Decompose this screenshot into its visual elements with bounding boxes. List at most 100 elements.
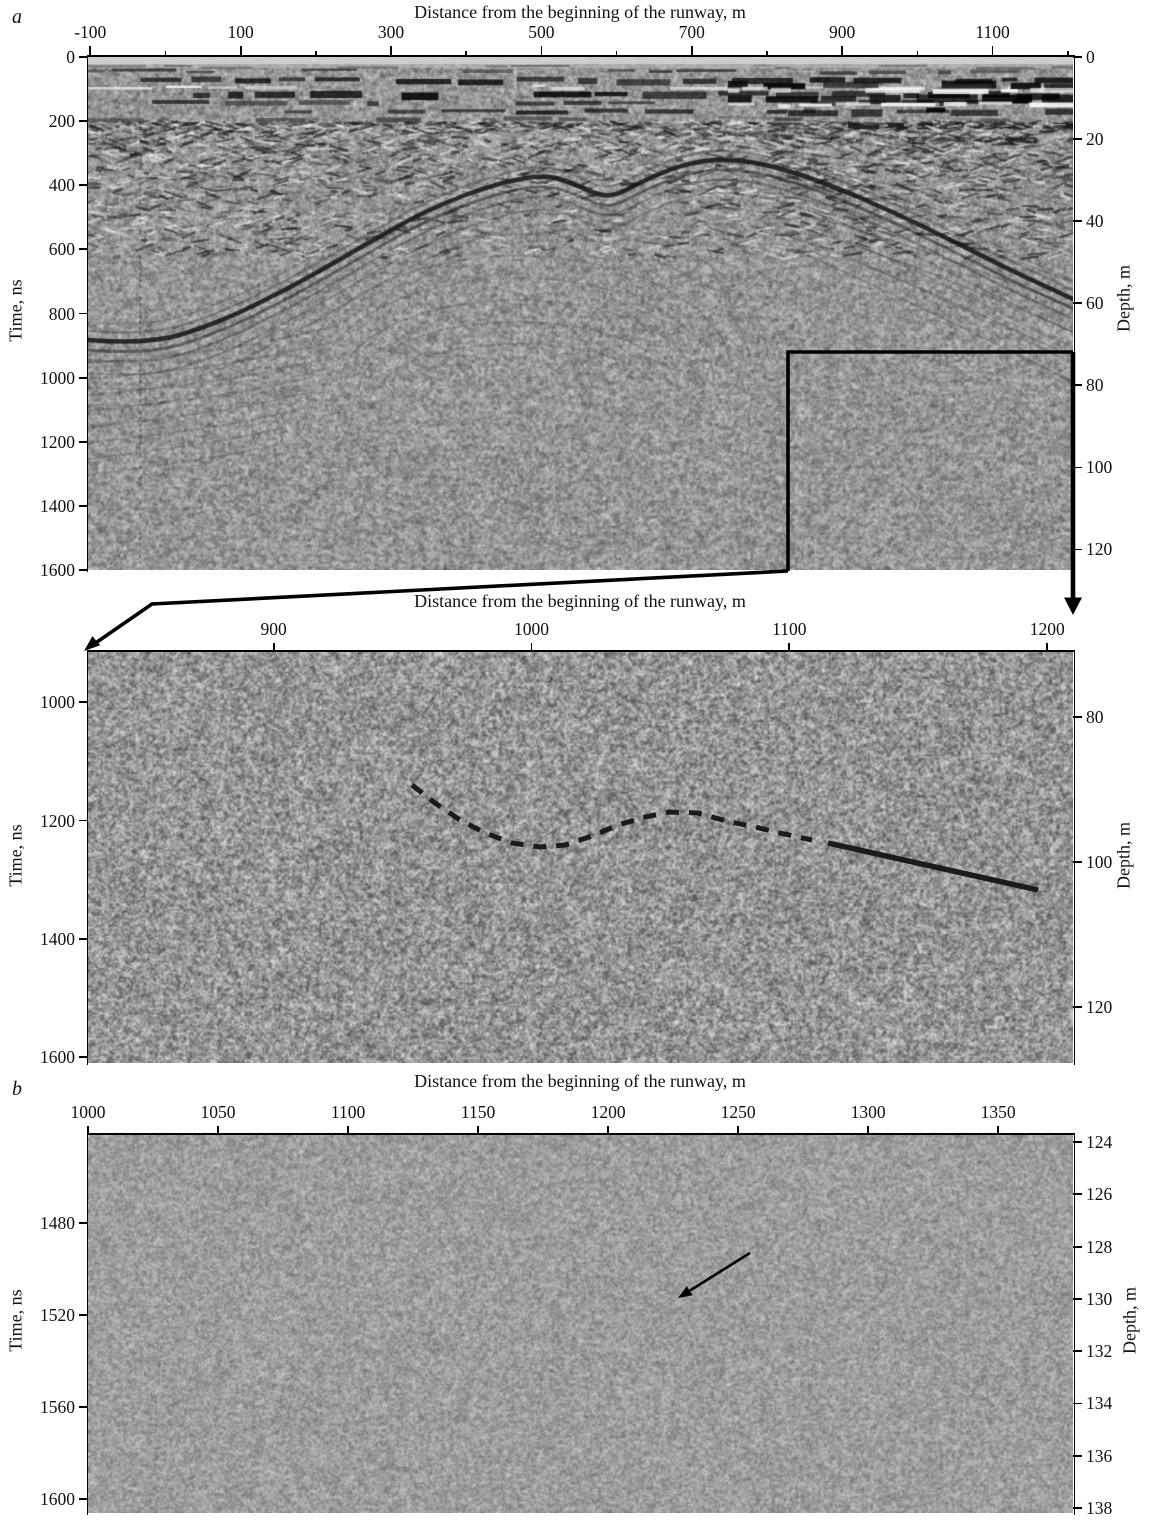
x-tick-mark	[87, 1126, 89, 1135]
depth-tick-label: 60	[1086, 293, 1150, 313]
radargram-a-canvas	[88, 57, 1073, 570]
time-tick-label: 1000	[3, 368, 75, 388]
x-tick-label: 1000	[43, 1102, 133, 1122]
time-tick-mark	[79, 313, 88, 315]
panel-a-x-axis-title: Distance from the beginning of the runwa…	[230, 2, 930, 23]
down-arrowhead-icon	[1064, 598, 1082, 616]
depth-tick-label: 124	[1086, 1132, 1150, 1152]
depth-tick-mark	[1073, 302, 1082, 304]
depth-tick-label: 0	[1086, 47, 1150, 67]
x-minor-tick-mark	[766, 51, 768, 57]
x-tick-mark	[273, 643, 275, 652]
depth-tick-mark	[1073, 861, 1082, 863]
x-tick-mark	[1046, 643, 1048, 652]
radargram-b-canvas	[88, 1135, 1073, 1513]
time-tick-label: 800	[3, 304, 75, 324]
depth-tick-mark	[1073, 56, 1082, 58]
time-tick-label: 1480	[3, 1213, 75, 1233]
depth-tick-label: 100	[1086, 852, 1150, 872]
time-tick-mark	[79, 1056, 88, 1058]
time-tick-label: 1400	[3, 929, 75, 949]
x-tick-mark	[390, 46, 392, 57]
time-tick-mark	[79, 701, 88, 703]
depth-tick-mark	[1073, 716, 1082, 718]
time-tick-label: 0	[3, 47, 75, 67]
x-tick-label: 1300	[823, 1102, 913, 1122]
x-tick-mark	[217, 1126, 219, 1135]
panel-b-x-axis-title: Distance from the beginning of the runwa…	[230, 1071, 930, 1092]
radargram-a-inset-canvas	[88, 652, 1073, 1063]
depth-tick-label: 128	[1086, 1237, 1150, 1257]
x-tick-label: 1150	[433, 1102, 523, 1122]
time-tick-label: 1400	[3, 496, 75, 516]
depth-tick-mark	[1073, 1403, 1082, 1405]
x-tick-label: -100	[45, 22, 135, 42]
x-tick-mark	[788, 643, 790, 652]
x-tick-mark	[841, 46, 843, 57]
x-tick-mark	[737, 1126, 739, 1135]
depth-tick-mark	[1073, 1298, 1082, 1300]
x-minor-tick-mark	[917, 51, 919, 57]
x-tick-label: 1050	[173, 1102, 263, 1122]
panel-b-label: b	[12, 1078, 22, 1101]
x-minor-tick-mark	[1067, 51, 1069, 57]
time-tick-label: 1600	[3, 1489, 75, 1509]
time-tick-mark	[79, 1406, 88, 1408]
time-tick-mark	[79, 377, 88, 379]
time-tick-label: 1600	[3, 1047, 75, 1067]
x-tick-label: 900	[229, 619, 319, 639]
time-tick-label: 200	[3, 111, 75, 131]
depth-tick-label: 130	[1086, 1289, 1150, 1309]
time-tick-mark	[79, 1222, 88, 1224]
x-tick-mark	[477, 1126, 479, 1135]
depth-tick-mark	[1073, 1006, 1082, 1008]
depth-tick-mark	[1073, 1193, 1082, 1195]
depth-tick-label: 80	[1086, 707, 1150, 727]
time-tick-label: 1200	[3, 432, 75, 452]
depth-tick-mark	[1073, 467, 1082, 469]
depth-tick-label: 80	[1086, 375, 1150, 395]
x-minor-tick-mark	[165, 51, 167, 57]
panel-a-inset-x-axis-title: Distance from the beginning of the runwa…	[230, 591, 930, 612]
depth-tick-mark	[1073, 549, 1082, 551]
depth-tick-mark	[1073, 384, 1082, 386]
depth-tick-label: 40	[1086, 211, 1150, 231]
time-tick-label: 1560	[3, 1397, 75, 1417]
x-tick-label: 700	[647, 22, 737, 42]
depth-tick-label: 138	[1086, 1498, 1150, 1518]
x-tick-label: 1350	[953, 1102, 1043, 1122]
x-tick-mark	[347, 1126, 349, 1135]
depth-tick-label: 134	[1086, 1393, 1150, 1413]
x-tick-mark	[531, 643, 533, 652]
time-tick-mark	[79, 120, 88, 122]
time-tick-label: 1600	[3, 560, 75, 580]
depth-tick-label: 136	[1086, 1446, 1150, 1466]
time-tick-mark	[79, 184, 88, 186]
x-tick-mark	[240, 46, 242, 57]
x-tick-mark	[607, 1126, 609, 1135]
time-tick-label: 600	[3, 239, 75, 259]
x-tick-mark	[997, 1126, 999, 1135]
x-tick-label: 300	[346, 22, 436, 42]
depth-tick-mark	[1073, 138, 1082, 140]
depth-tick-label: 20	[1086, 129, 1150, 149]
depth-tick-label: 126	[1086, 1184, 1150, 1204]
x-tick-label: 1200	[563, 1102, 653, 1122]
x-minor-tick-mark	[315, 51, 317, 57]
depth-tick-mark	[1073, 220, 1082, 222]
x-tick-label: 500	[496, 22, 586, 42]
time-tick-label: 400	[3, 175, 75, 195]
x-tick-label: 1250	[693, 1102, 783, 1122]
x-tick-label: 1100	[948, 22, 1038, 42]
x-minor-tick-mark	[465, 51, 467, 57]
time-tick-mark	[79, 441, 88, 443]
time-tick-label: 1520	[3, 1305, 75, 1325]
time-tick-label: 1000	[3, 692, 75, 712]
x-tick-mark	[541, 46, 543, 57]
depth-tick-label: 120	[1086, 539, 1150, 559]
depth-tick-label: 100	[1086, 457, 1150, 477]
depth-tick-label: 120	[1086, 997, 1150, 1017]
time-tick-mark	[79, 505, 88, 507]
panel-a-label: a	[12, 6, 22, 29]
x-tick-label: 1100	[303, 1102, 393, 1122]
